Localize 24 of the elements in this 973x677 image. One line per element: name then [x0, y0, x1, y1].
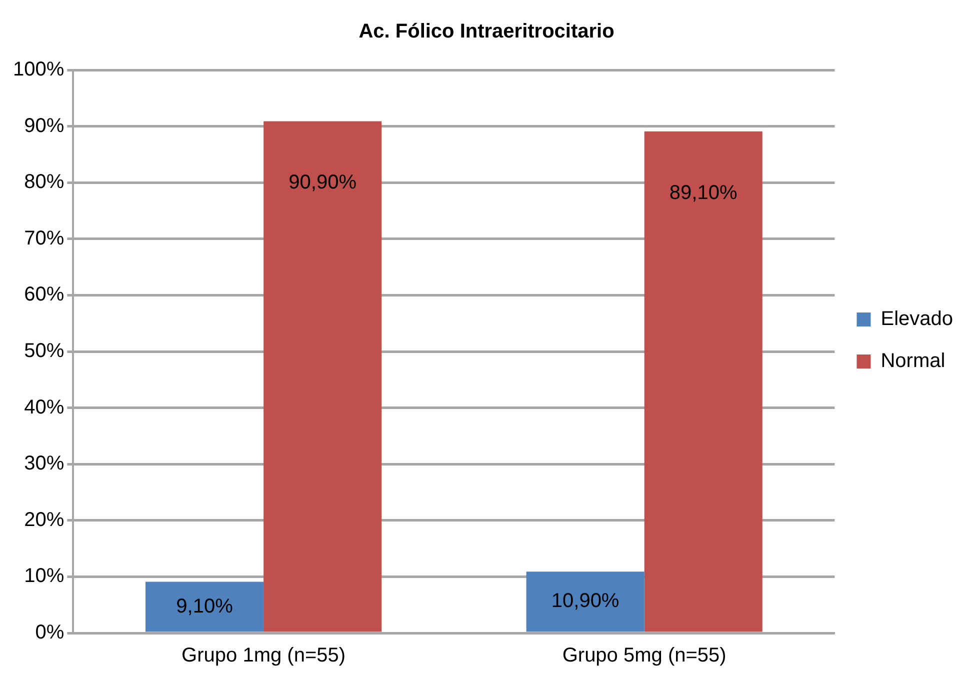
data-label: 90,90% [288, 172, 357, 194]
bar [526, 572, 644, 632]
y-tick-label: 90% [24, 114, 64, 137]
x-tick-label: Grupo 1mg (n=55) [182, 644, 346, 667]
y-tick-label: 80% [24, 171, 64, 194]
data-label: 10,90% [551, 590, 620, 612]
y-tick-label: 20% [24, 508, 64, 531]
y-tick-label: 40% [24, 396, 64, 418]
data-label: 9,10% [176, 595, 234, 618]
bar [146, 582, 264, 632]
legend-label: Normal [880, 350, 946, 372]
data-label: 89,10% [669, 182, 738, 204]
y-tick-label: 60% [24, 284, 64, 306]
legend-label: Elevado [880, 308, 954, 330]
bar [644, 131, 762, 632]
y-tick-label: 0% [35, 622, 64, 644]
bar [264, 121, 382, 632]
x-tick-label: Grupo 5mg (n=55) [562, 644, 726, 667]
y-tick-label: 50% [24, 340, 64, 362]
y-tick-label: 10% [24, 565, 64, 588]
y-tick-label: 30% [24, 452, 64, 475]
y-tick-label: 70% [24, 227, 64, 250]
y-tick-label: 100% [12, 58, 64, 81]
chart-title: Ac. Fólico Intraeritrocitario [358, 20, 614, 43]
